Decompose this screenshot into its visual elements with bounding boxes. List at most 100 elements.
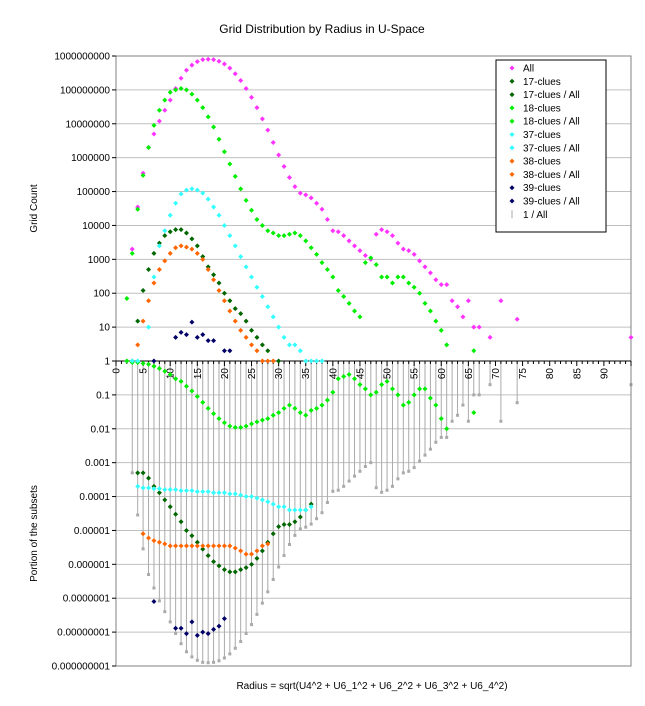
data-point <box>341 373 347 379</box>
data-point <box>162 487 168 493</box>
data-point <box>211 338 217 344</box>
data-point <box>205 267 211 273</box>
data-point <box>254 548 260 554</box>
data-point <box>281 163 287 169</box>
data-point <box>276 504 282 510</box>
data-point <box>194 632 200 638</box>
data-point <box>183 527 189 533</box>
data-point <box>422 264 428 270</box>
data-point <box>151 358 157 364</box>
reference-point <box>353 474 357 478</box>
reference-point <box>244 632 248 636</box>
data-point <box>259 497 265 503</box>
reference-point <box>428 447 432 451</box>
data-point <box>308 504 314 510</box>
reference-point <box>423 453 427 457</box>
data-point <box>200 546 206 552</box>
legend-marker <box>509 132 515 137</box>
x-tick-label: 70 <box>491 368 502 380</box>
data-point <box>433 277 439 283</box>
data-point <box>297 190 303 196</box>
data-point <box>243 197 249 203</box>
data-point <box>417 290 423 296</box>
data-point <box>498 298 504 304</box>
x-tick-label: 60 <box>437 368 448 380</box>
data-point <box>151 122 157 128</box>
data-point <box>270 412 276 418</box>
data-point <box>140 360 146 366</box>
data-point <box>211 57 217 63</box>
data-point <box>427 395 433 401</box>
reference-point <box>477 393 481 397</box>
data-point <box>265 304 271 310</box>
data-point <box>200 399 206 405</box>
data-point <box>140 485 146 491</box>
data-point <box>303 507 309 513</box>
data-point <box>156 267 162 273</box>
legend-box <box>495 59 607 233</box>
data-point <box>249 274 255 280</box>
reference-point <box>147 573 151 577</box>
data-point <box>286 174 292 180</box>
data-point <box>238 548 244 554</box>
data-point <box>422 300 428 306</box>
data-point <box>167 97 173 103</box>
reference-point <box>195 658 199 662</box>
reference-point <box>347 479 351 483</box>
x-axis-label: Radius = sqrt(U4^2 + U6_1^2 + U6_2^2 + U… <box>236 681 507 692</box>
data-point <box>178 329 184 335</box>
y-tick-label: 100000000 <box>60 85 110 96</box>
data-point <box>146 485 152 491</box>
data-point <box>135 358 141 364</box>
data-point <box>221 490 227 496</box>
data-point <box>308 245 314 251</box>
data-point <box>243 565 249 571</box>
data-point <box>227 161 233 167</box>
y-tick-label: 0.00001 <box>74 526 111 537</box>
data-point <box>211 277 217 283</box>
data-point <box>151 274 157 280</box>
data-point <box>162 368 168 374</box>
data-point <box>124 358 130 364</box>
x-tick-label: 20 <box>220 368 231 380</box>
data-point <box>216 490 222 496</box>
y-axis-ticks: 1000000000100000000100000001000000100000… <box>52 52 116 673</box>
data-point <box>200 254 206 260</box>
y-tick-label: 0.000001 <box>68 560 110 571</box>
data-point <box>189 246 195 252</box>
x-tick-label: 15 <box>193 368 204 380</box>
reference-point <box>287 543 291 547</box>
data-point <box>232 424 238 430</box>
data-point <box>238 254 244 260</box>
data-point <box>146 144 152 150</box>
data-point <box>335 376 341 382</box>
data-point <box>243 264 249 270</box>
data-point <box>140 172 146 178</box>
data-point <box>216 543 222 549</box>
data-point <box>417 258 423 264</box>
data-point <box>335 229 341 235</box>
data-point <box>221 222 227 228</box>
x-tick-label: 55 <box>410 368 421 380</box>
data-point <box>227 543 233 549</box>
legend-label: 38-clues <box>523 157 561 168</box>
data-point <box>270 230 276 236</box>
data-point <box>314 251 320 257</box>
data-point <box>173 245 179 251</box>
data-point <box>265 416 271 422</box>
data-point <box>238 424 244 430</box>
data-point <box>303 238 309 244</box>
data-point <box>140 288 146 294</box>
reference-point <box>255 612 259 616</box>
data-point <box>156 366 162 372</box>
data-point <box>297 514 303 520</box>
data-point <box>243 423 249 429</box>
data-point <box>189 488 195 494</box>
data-point <box>373 389 379 395</box>
data-point <box>135 206 141 212</box>
x-tick-label: 80 <box>545 368 556 380</box>
x-tick-label: 30 <box>274 368 285 380</box>
data-point <box>314 200 320 206</box>
data-point <box>243 494 249 500</box>
data-point <box>292 230 298 236</box>
